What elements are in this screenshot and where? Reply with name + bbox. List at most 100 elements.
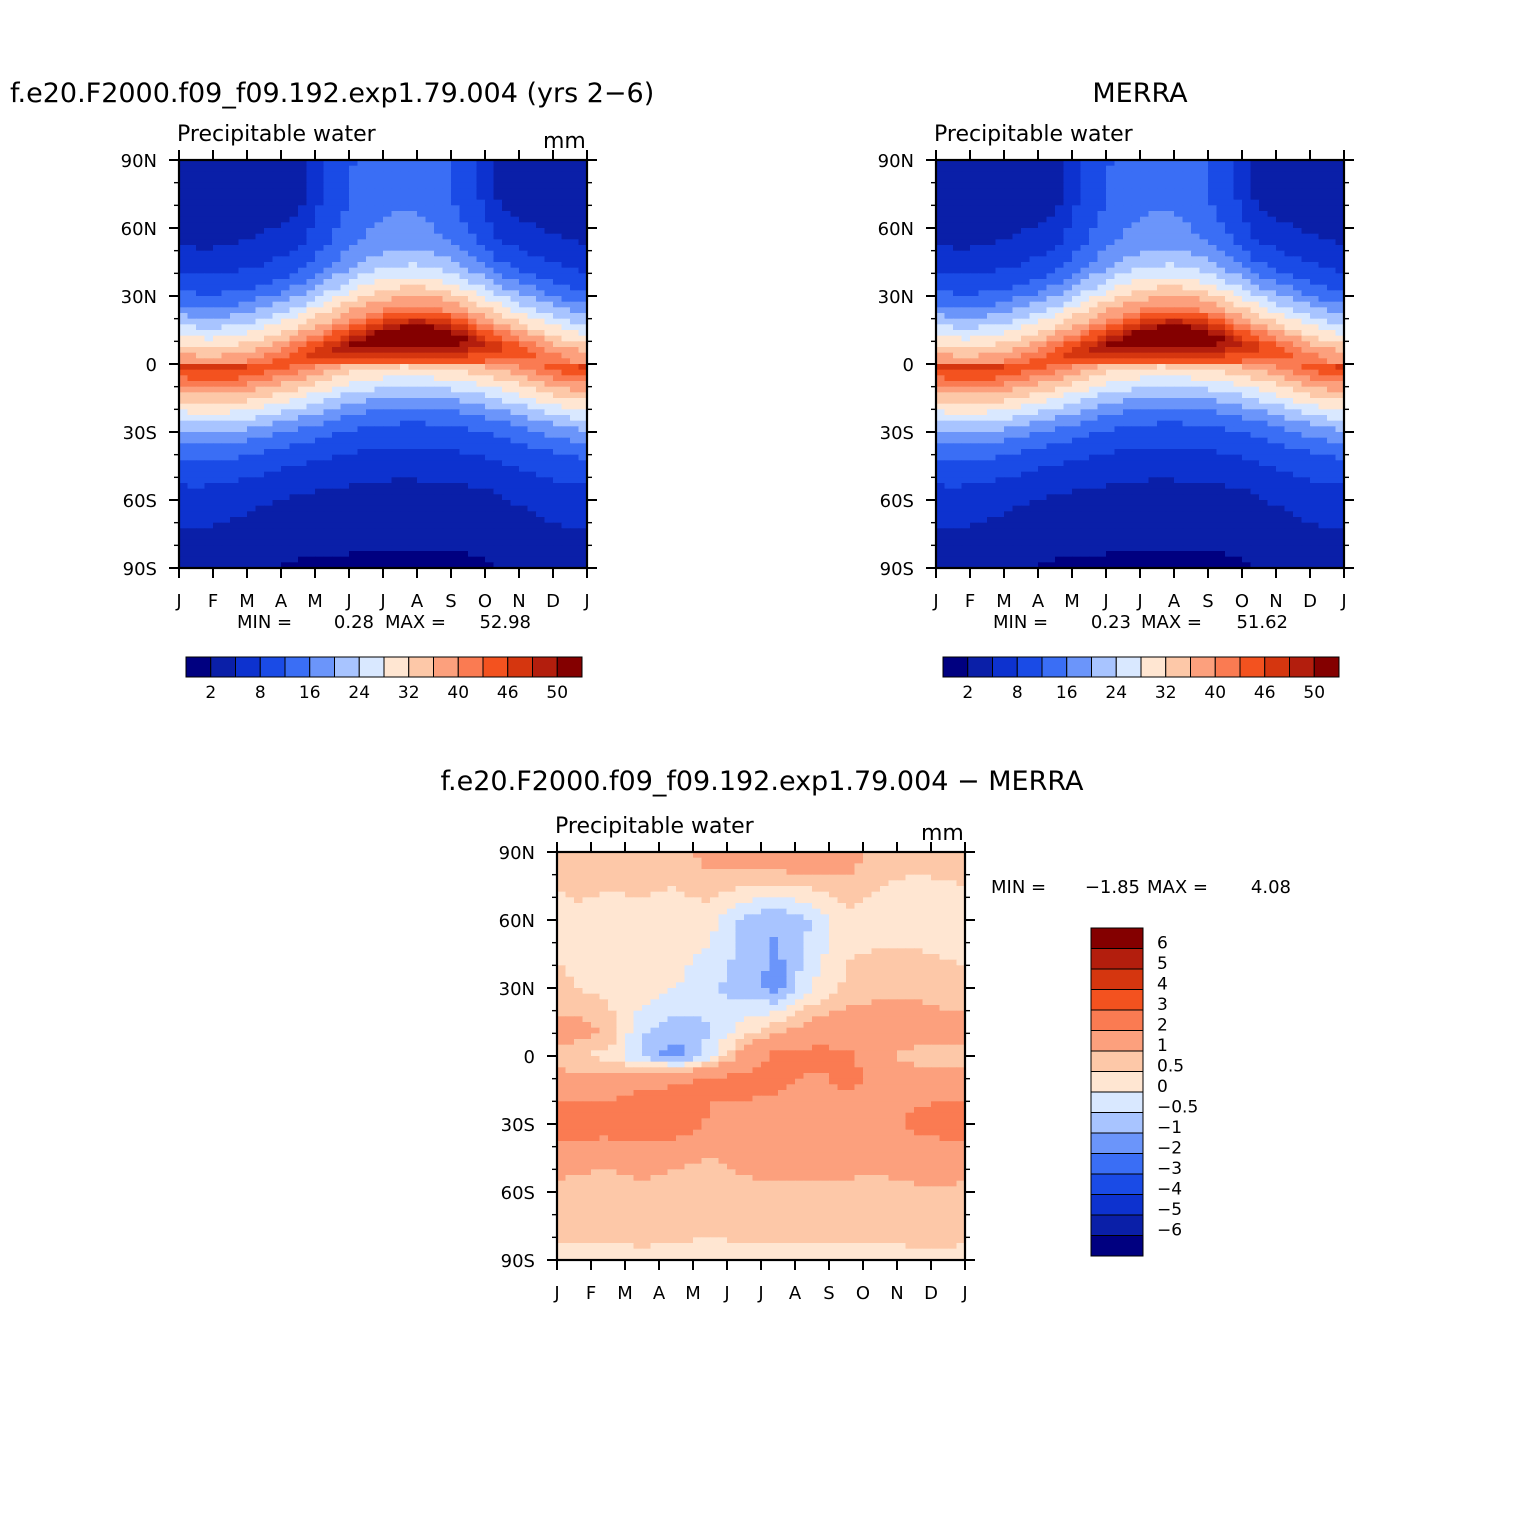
model-cell — [272, 347, 282, 354]
model-cell — [451, 188, 461, 195]
obs-cell — [1080, 199, 1090, 206]
obs-cell — [1046, 199, 1056, 206]
model-cell — [485, 443, 495, 450]
model-cell — [408, 386, 418, 393]
model-cell — [425, 420, 435, 427]
model-cell — [196, 460, 206, 467]
obs-cell — [1225, 165, 1235, 172]
model-cell — [264, 488, 274, 495]
obs-cell — [1021, 296, 1031, 303]
model-cell — [255, 551, 265, 558]
model-cell — [519, 471, 529, 478]
model-cell — [306, 347, 316, 354]
model-cell — [417, 494, 427, 501]
model-cell — [434, 211, 444, 218]
model-cell — [340, 386, 350, 393]
model-cell — [442, 358, 452, 365]
obs-cell — [1199, 313, 1209, 320]
model-cell — [306, 318, 316, 325]
model-cell — [502, 420, 512, 427]
model-cell — [468, 228, 478, 235]
model-cell — [451, 426, 461, 433]
model-cell — [366, 301, 376, 308]
model-cell — [425, 443, 435, 450]
model-cell — [230, 517, 240, 524]
model-cell — [213, 369, 223, 376]
model-cell — [340, 177, 350, 184]
model-cell — [349, 205, 359, 212]
model-cell — [247, 256, 257, 263]
model-cell — [468, 307, 478, 314]
model-cell — [230, 341, 240, 348]
model-cell — [391, 437, 401, 444]
model-cell — [213, 460, 223, 467]
model-cell — [306, 165, 316, 172]
model-cell — [281, 307, 291, 314]
model-cell — [272, 194, 282, 201]
model-cell — [238, 313, 248, 320]
obs-cell — [1063, 216, 1073, 223]
model-cell — [553, 205, 563, 212]
model-cell — [510, 545, 520, 552]
model-cell — [255, 256, 265, 263]
model-cell — [298, 511, 308, 518]
model-cell — [179, 392, 189, 399]
model-cell — [374, 318, 384, 325]
model-cell — [527, 290, 537, 297]
obs-cell — [1250, 245, 1260, 252]
obs-cell — [1182, 177, 1192, 184]
model-cell — [298, 239, 308, 246]
model-cell — [451, 364, 461, 371]
model-cell — [357, 460, 367, 467]
model-cell — [536, 245, 546, 252]
model-cell — [196, 556, 206, 563]
model-cell — [306, 369, 316, 376]
model-cell — [417, 182, 427, 189]
model-cell — [570, 318, 580, 325]
model-cell — [255, 432, 265, 439]
obs-cell — [961, 279, 971, 286]
obs-cell — [1114, 199, 1124, 206]
model-cell — [451, 296, 461, 303]
obs-cell — [1242, 228, 1252, 235]
obs-cell — [1089, 256, 1099, 263]
model-cell — [442, 443, 452, 450]
model-cell — [408, 545, 418, 552]
model-cell — [561, 471, 571, 478]
model-cell — [417, 522, 427, 529]
obs-cell — [1267, 194, 1277, 201]
model-cell — [468, 330, 478, 337]
model-cell — [561, 488, 571, 495]
model-cell — [289, 250, 299, 257]
model-cell — [323, 245, 333, 252]
model-cell — [315, 211, 325, 218]
model-cell — [289, 381, 299, 388]
model-cell — [485, 364, 495, 371]
model-cell — [442, 375, 452, 382]
model-cell — [340, 228, 350, 235]
model-cell — [349, 262, 359, 269]
model-cell — [255, 267, 265, 274]
model-cell — [366, 341, 376, 348]
model-cell — [315, 216, 325, 223]
model-cell — [204, 522, 214, 529]
model-cell — [451, 267, 461, 274]
model-cell — [272, 256, 282, 263]
model-cell — [459, 562, 469, 569]
model-cell — [332, 358, 342, 365]
model-cell — [264, 443, 274, 450]
model-cell — [510, 528, 520, 535]
model-cell — [417, 386, 427, 393]
model-cell — [298, 369, 308, 376]
model-cell — [306, 420, 316, 427]
model-cell — [289, 432, 299, 439]
obs-cell — [1055, 279, 1065, 286]
model-cell — [451, 500, 461, 507]
model-cell — [408, 267, 418, 274]
model-cell — [349, 398, 359, 405]
obs-cell — [1225, 171, 1235, 178]
obs-cell — [1131, 250, 1141, 257]
model-cell — [281, 426, 291, 433]
model-cell — [425, 398, 435, 405]
model-cell — [493, 494, 503, 501]
